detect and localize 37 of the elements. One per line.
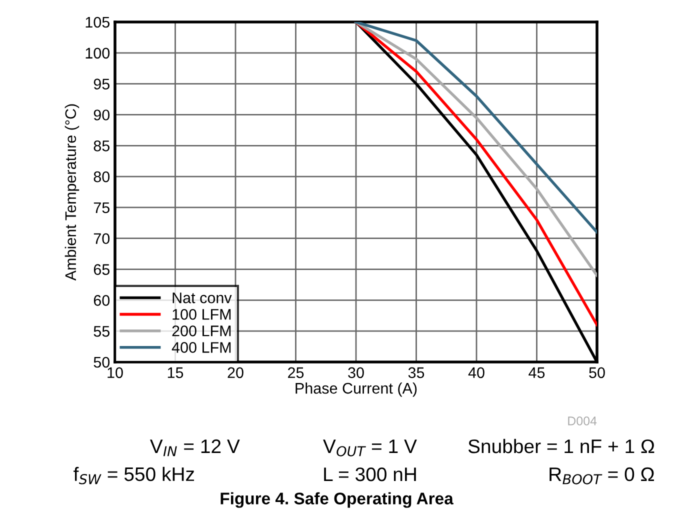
line-series bbox=[354, 22, 597, 234]
x-axis-title: Phase Current (A) bbox=[296, 382, 417, 397]
x-tick-label: 45 bbox=[528, 367, 545, 378]
y-tick-label: 60 bbox=[94, 295, 110, 306]
y-tick-label: 80 bbox=[94, 171, 110, 182]
text: f$_{SW}$ = 550 kHz bbox=[74, 466, 194, 484]
y-tick-label: 75 bbox=[94, 202, 110, 214]
y-tick-label: 70 bbox=[94, 233, 110, 244]
y-tick-label: 85 bbox=[94, 140, 110, 152]
text: L = 300 nH bbox=[324, 467, 416, 482]
legend-label: 100 LFM bbox=[172, 308, 231, 320]
x-tick-label: 25 bbox=[288, 367, 304, 378]
x-tick-label: 20 bbox=[228, 367, 244, 378]
legend-label: 200 LFM bbox=[172, 326, 231, 336]
x-tick-label: 35 bbox=[408, 367, 424, 378]
line-series bbox=[354, 22, 597, 277]
text: Snubber = 1 nF + 1 Ω bbox=[468, 438, 654, 454]
y-tick-label: 50 bbox=[94, 356, 110, 368]
y-tick-label: 55 bbox=[94, 326, 110, 337]
legend-label: Nat conv bbox=[172, 292, 232, 304]
y-axis-title: Ambient Temperature (°C) bbox=[64, 104, 80, 281]
y-tick-label: 65 bbox=[94, 264, 110, 275]
x-tick-label: 15 bbox=[168, 367, 184, 378]
legend-label: 400 LFM bbox=[172, 342, 231, 353]
text: Figure 4. Safe Operating Area bbox=[220, 492, 454, 508]
text: V$_{OUT}$ = 1 V bbox=[323, 440, 417, 456]
x-tick-label: 50 bbox=[589, 367, 605, 378]
text: R$_{BOOT}$ = 0 Ω bbox=[550, 467, 654, 484]
text: D004 bbox=[568, 416, 597, 426]
y-tick-label: 100 bbox=[86, 48, 110, 59]
y-tick-label: 95 bbox=[94, 78, 110, 90]
y-tick-label: 105 bbox=[86, 16, 110, 28]
x-tick-label: 30 bbox=[348, 367, 364, 378]
x-tick-label: 40 bbox=[468, 367, 484, 378]
text: V$_{IN}$ = 12 V bbox=[150, 439, 240, 456]
x-tick-label: 10 bbox=[108, 367, 123, 378]
y-tick-label: 90 bbox=[94, 110, 110, 120]
